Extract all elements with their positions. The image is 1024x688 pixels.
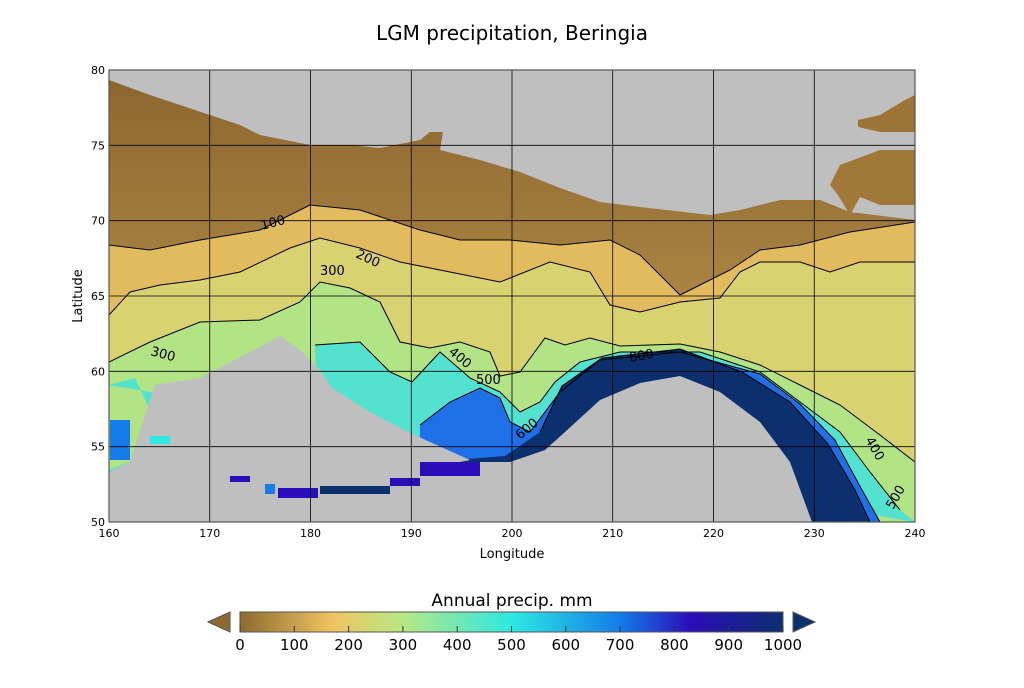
colorbar-tick-label: 300 (389, 636, 418, 654)
contour-100 (109, 204, 915, 296)
chart-title: LGM precipitation, Beringia (376, 21, 648, 45)
bering-sea-gray (109, 336, 470, 522)
y-tick-label: 50 (91, 516, 105, 529)
colorbar-tick-label: 900 (714, 636, 743, 654)
x-tick-label: 160 (99, 527, 120, 540)
grid-lines (109, 70, 915, 522)
y-tick-label: 65 (91, 290, 105, 303)
y-tick-label: 75 (91, 139, 105, 152)
colorbar-ticks: 0 100 200 300 400 500 600 700 800 900 1000 (235, 626, 802, 654)
arctic-island-2 (858, 95, 915, 132)
x-tick-label: 190 (401, 527, 422, 540)
contour-400 (314, 341, 901, 511)
colorbar-tick-label: 1000 (764, 636, 802, 654)
y-tick-label: 55 (91, 441, 105, 454)
aleutian-islands (110, 420, 480, 498)
x-tick-label: 220 (703, 527, 724, 540)
colorbar-tick-label: 200 (334, 636, 363, 654)
y-tick-label: 80 (91, 64, 105, 77)
map-area: 100 200 300 300 400 500 600 800 400 500 (109, 70, 915, 522)
colorbar-tick-label: 0 (235, 636, 245, 654)
contour-label: 800 (628, 347, 655, 366)
contour-800 (539, 348, 871, 522)
contour-300 (109, 281, 915, 463)
colorbar-tick-label: 700 (606, 636, 635, 654)
plot-frame (108, 69, 916, 523)
colorbar-tick-label: 100 (280, 636, 309, 654)
y-tick-label: 70 (91, 215, 105, 228)
contour-label: 500 (476, 373, 501, 388)
gulf-of-alaska-gray (420, 376, 812, 522)
colorbar-tick-label: 500 (497, 636, 526, 654)
x-tick-label: 230 (804, 527, 825, 540)
x-axis-label: Longitude (480, 547, 545, 562)
contour-200 (109, 237, 915, 316)
y-axis: 50 55 60 65 70 75 80 (91, 64, 105, 529)
y-tick-label: 60 (91, 365, 105, 378)
colorbar-tick-label: 800 (660, 636, 689, 654)
x-axis: 160 170 180 190 200 210 220 230 240 (99, 527, 926, 540)
arctic-island-1 (830, 150, 915, 215)
colorbar-tick-label: 400 (443, 636, 472, 654)
contour-label: 300 (320, 264, 345, 279)
colorbar-extend-low (206, 611, 231, 633)
x-tick-label: 180 (300, 527, 321, 540)
x-tick-label: 200 (502, 527, 523, 540)
x-tick-label: 210 (602, 527, 623, 540)
contour-lines (109, 204, 915, 522)
y-axis-label: Latitude (71, 269, 86, 323)
x-tick-label: 170 (199, 527, 220, 540)
colorbar-label: Annual precip. mm (431, 591, 592, 611)
colorbar-extend-high (792, 611, 817, 633)
contour-label: 100 (259, 213, 287, 234)
x-tick-label: 240 (905, 527, 926, 540)
contour-500 (419, 351, 881, 522)
colorbar: Annual precip. mm 0 100 200 300 400 500 600 700… (206, 591, 817, 654)
colorbar-tick-label: 600 (551, 636, 580, 654)
contour-label: 300 (149, 344, 177, 365)
